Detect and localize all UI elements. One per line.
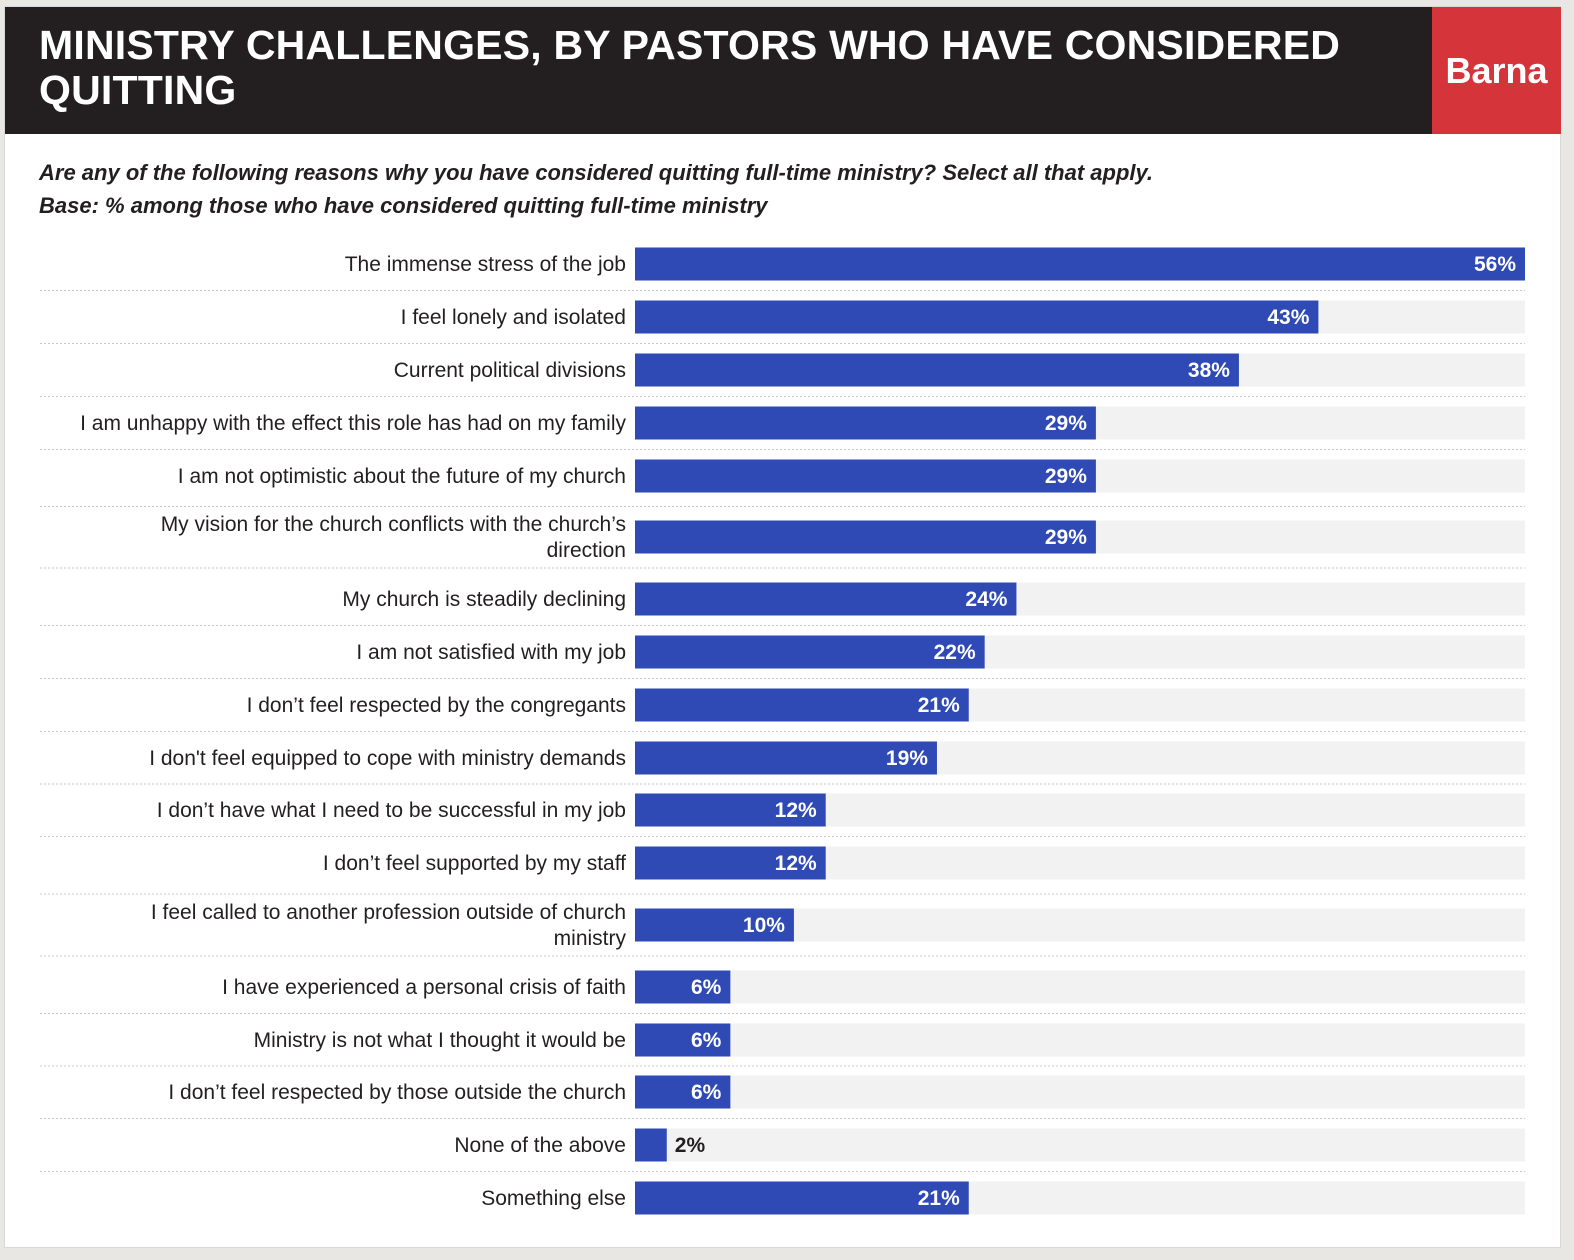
value-label-5: 29% [1045,465,1087,488]
bar-track-14 [635,970,1525,1004]
bar-4 [635,406,1096,440]
value-label-12: 12% [775,852,817,875]
category-label-17: None of the above [454,1134,626,1157]
category-label-9: I don’t feel respected by the congregant… [247,694,626,717]
value-label-8: 22% [934,641,976,664]
category-label-1: The immense stress of the job [345,253,626,276]
value-label-4: 29% [1045,412,1087,435]
value-label-9: 21% [918,694,960,717]
value-label-18: 21% [918,1187,960,1210]
category-label-5: I am not optimistic about the future of … [178,465,626,488]
category-label-12: I don’t feel supported by my staff [323,852,626,875]
bar-15 [635,1023,731,1057]
chart-title: Ministry challenges, by pastors who have… [39,22,1341,113]
value-label-15: 6% [691,1029,722,1052]
bar-1 [635,247,1525,281]
bar-12 [635,846,826,880]
value-label-16: 6% [691,1081,722,1104]
bar-16 [635,1075,731,1109]
title-bar: Ministry challenges, by pastors who have… [5,7,1432,134]
bar-10 [635,741,937,775]
category-label-4: I am unhappy with the effect this role h… [80,412,626,435]
bar-11 [635,793,826,827]
category-label-10: I don't feel equipped to cope with minis… [149,747,626,770]
bar-3 [635,353,1239,387]
value-label-17: 2% [675,1134,706,1157]
category-label-13: I feel called to another profession outs… [151,901,627,950]
value-label-7: 24% [965,588,1007,611]
brand-name: Barna [1445,49,1548,91]
bar-18 [635,1181,969,1215]
value-label-2: 43% [1267,306,1309,329]
brand-logo: Barna [1432,7,1561,134]
bar-track-16 [635,1075,1525,1109]
bar-5 [635,459,1096,493]
value-label-6: 29% [1045,526,1087,549]
bar-13 [635,908,794,942]
bar-6 [635,520,1096,554]
bar-17 [635,1128,667,1162]
bar-8 [635,635,985,669]
bar-14 [635,970,731,1004]
category-label-15: Ministry is not what I thought it would … [254,1029,626,1052]
category-label-16: I don’t feel respected by those outside … [168,1081,626,1104]
category-label-18: Something else [481,1187,626,1210]
bar-track-15 [635,1023,1525,1057]
category-label-6: My vision for the church conflicts with … [161,513,626,562]
bar-9 [635,688,969,722]
survey-base: Base: % among those who have considered … [39,193,768,218]
value-label-1: 56% [1474,253,1516,276]
bar-7 [635,582,1017,616]
category-label-14: I have experienced a personal crisis of … [222,976,626,999]
survey-question: Are any of the following reasons why you… [39,160,1154,185]
value-label-13: 10% [743,914,785,937]
category-label-3: Current political divisions [394,359,626,382]
value-label-11: 12% [775,799,817,822]
category-label-11: I don’t have what I need to be successfu… [157,799,626,822]
category-label-2: I feel lonely and isolated [401,306,626,329]
bar-track-17 [635,1128,1525,1162]
bar-2 [635,300,1319,334]
value-label-14: 6% [691,976,722,999]
category-label-8: I am not satisfied with my job [356,641,626,664]
value-label-3: 38% [1188,359,1230,382]
value-label-10: 19% [886,747,928,770]
category-label-7: My church is steadily declining [342,588,626,611]
